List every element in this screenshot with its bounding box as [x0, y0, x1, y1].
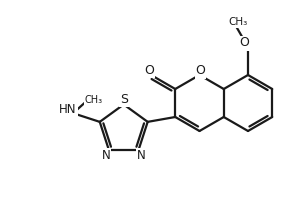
Text: CH₃: CH₃	[84, 95, 103, 105]
Text: HN: HN	[59, 103, 77, 116]
Text: N: N	[102, 149, 110, 162]
Text: CH₃: CH₃	[228, 17, 248, 27]
Text: O: O	[239, 36, 249, 49]
Text: O: O	[144, 64, 154, 76]
Text: S: S	[120, 93, 128, 106]
Text: N: N	[137, 149, 146, 162]
Text: O: O	[196, 64, 205, 77]
